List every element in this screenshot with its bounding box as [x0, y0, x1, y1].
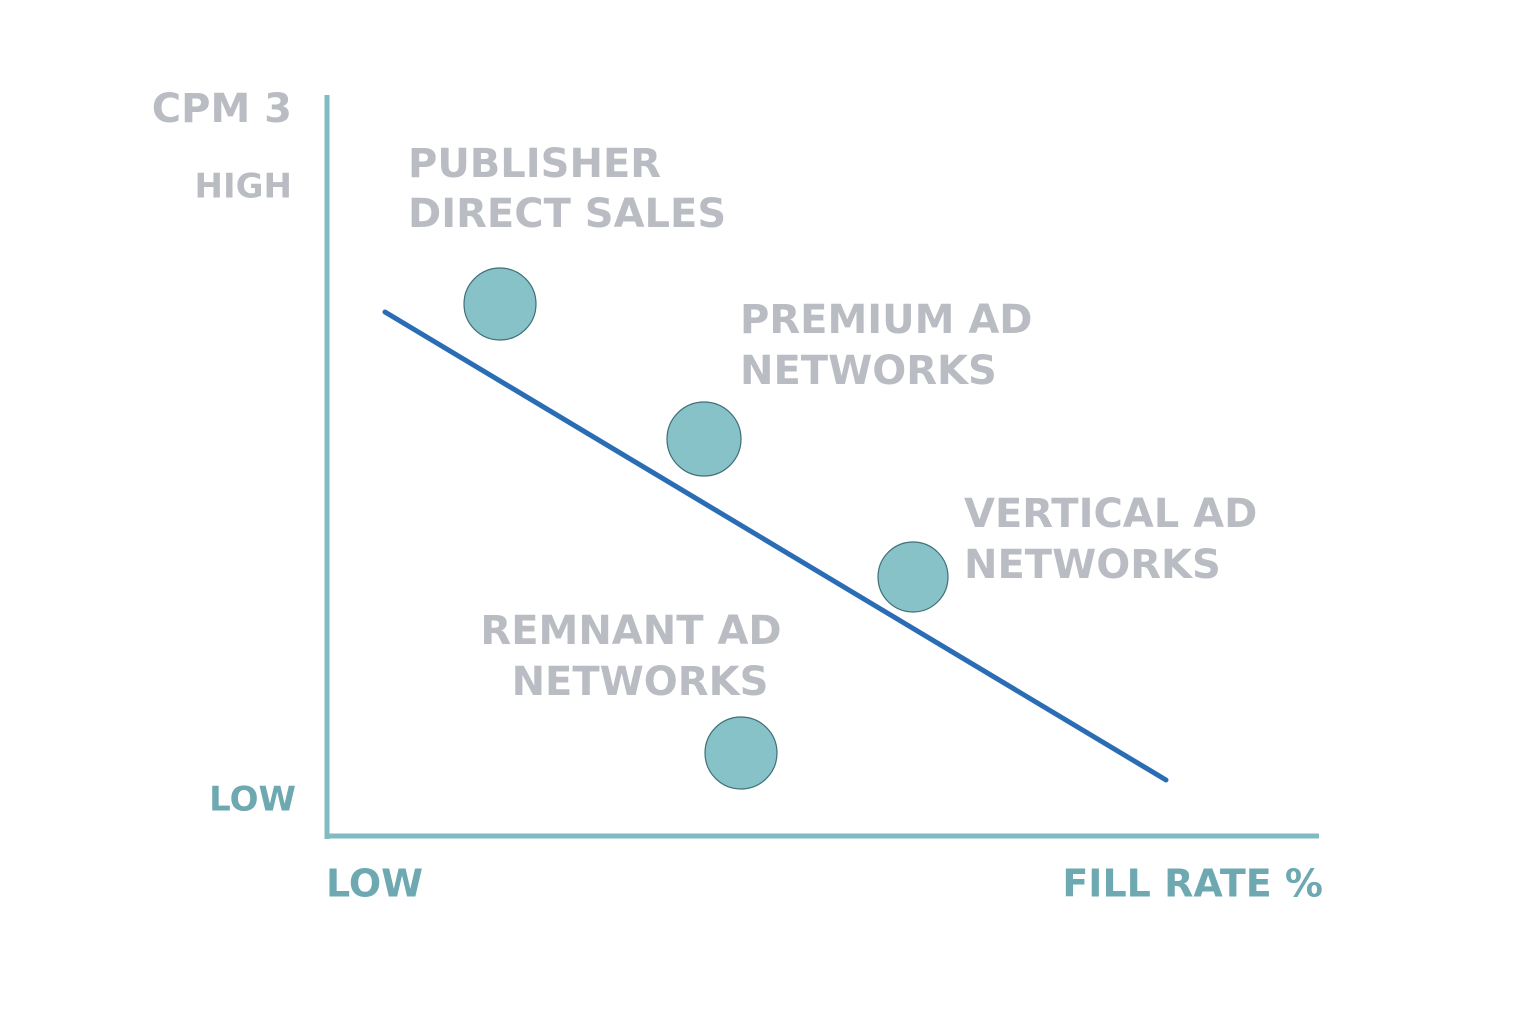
y-axis-low: LOW	[209, 780, 296, 820]
node-circle	[666, 401, 742, 477]
node-label: NETWORKS	[964, 542, 1221, 588]
y-axis-high: HIGH	[195, 167, 292, 207]
node-circle	[463, 267, 537, 341]
node-circle	[877, 541, 949, 613]
y-axis-title: CPM 3	[152, 86, 292, 132]
node-label: REMNANT AD	[480, 608, 781, 654]
node-label: NETWORKS	[740, 348, 997, 394]
x-axis-title: FILL RATE %	[1062, 862, 1323, 906]
node-label: PREMIUM AD	[740, 297, 1033, 343]
node-label: DIRECT SALES	[408, 191, 726, 237]
x-axis-low: LOW	[326, 862, 423, 906]
node-label: VERTICAL AD	[964, 491, 1257, 537]
node-label: NETWORKS	[512, 659, 769, 705]
node-label: PUBLISHER	[408, 141, 661, 187]
trend-line	[382, 309, 1169, 783]
node-circle	[704, 716, 778, 790]
